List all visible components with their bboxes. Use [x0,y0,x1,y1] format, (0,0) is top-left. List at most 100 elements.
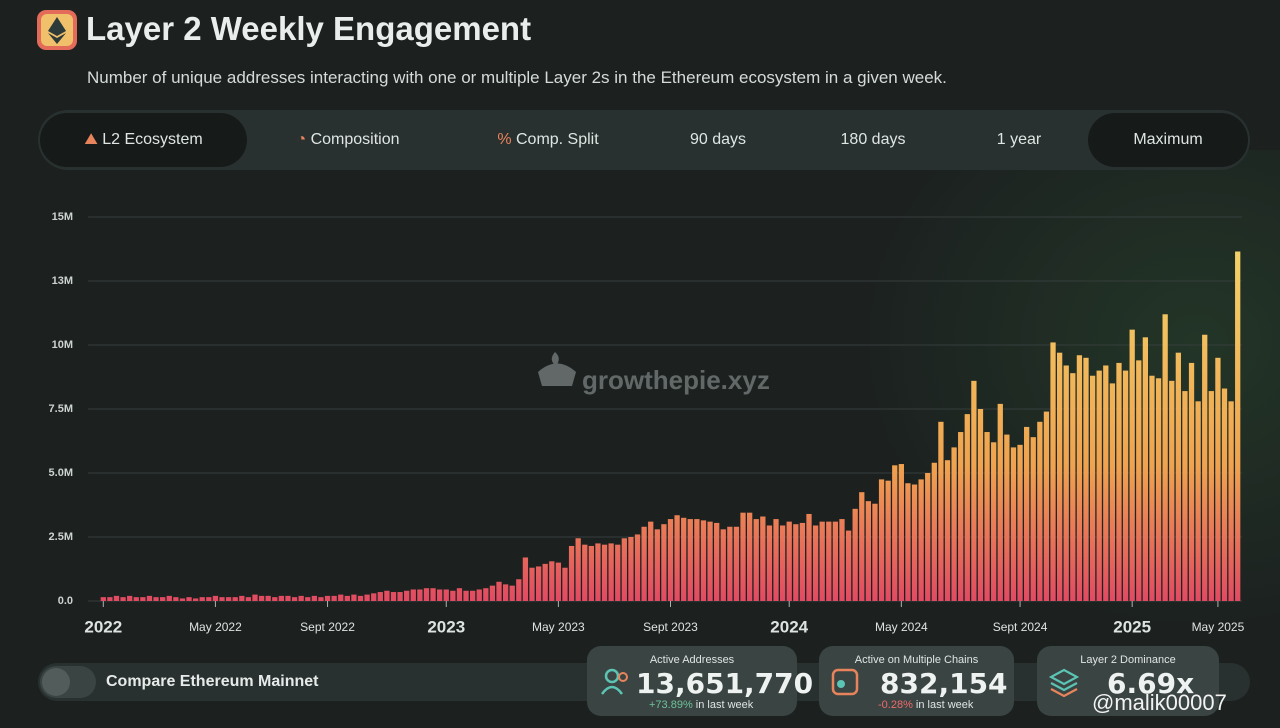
bar [1235,251,1241,601]
bar [661,524,667,601]
tab[interactable]: 180 days [840,131,906,148]
icon [1049,668,1079,698]
y-tick-label: 0.0 [58,595,73,607]
bar [786,521,792,601]
bar [351,594,357,601]
toggle-label: Compare Ethereum Mainnet [106,673,319,690]
bar [258,595,265,601]
bar [714,522,720,601]
stat-value: 832,154 [880,667,1008,700]
bar [892,465,898,601]
bar [179,598,186,601]
tab[interactable]: ◔ Composition [296,131,400,148]
bar [113,595,120,601]
bar [1228,401,1234,601]
bar [318,597,324,601]
bar [1175,352,1181,601]
bar [1103,365,1109,601]
bar [100,597,106,601]
bar [832,521,839,601]
bar [140,597,146,601]
bar [885,480,891,601]
bar [793,524,799,601]
bar [997,403,1003,601]
bar [984,432,990,601]
bar [720,529,726,601]
bar [918,479,924,601]
bar [634,534,641,601]
bar [443,589,449,601]
bar [1221,388,1228,601]
stat-note: in last week [695,699,754,711]
bar [160,597,166,601]
bar [595,543,601,601]
x-tick-label: May 2025 [1192,620,1245,634]
y-tick-label: 13M [52,275,73,287]
bar [1043,411,1050,601]
bar [324,595,331,601]
stat-value: 13,651,770 [636,667,814,700]
bar [1089,375,1096,601]
bar [107,597,113,601]
bar [127,595,133,601]
bar [166,595,172,601]
bar [707,521,713,601]
bar [1142,337,1149,601]
bar [529,567,535,601]
bar [812,525,819,601]
bar [384,590,390,601]
subtitle: Number of unique addresses interacting w… [87,68,947,87]
x-tick-label: 2023 [427,617,465,636]
bar [621,538,627,601]
bar [219,597,225,601]
bar [212,595,219,601]
bar [852,508,858,601]
bar [430,588,436,601]
bar [509,585,515,601]
bar [1010,447,1017,601]
user-watermark: @malik00007 [1092,690,1227,715]
bar [687,519,693,601]
bar [905,483,911,601]
chart: 0.0 2.5M 5.0M 7.5M 10M 13M 15M 2022 May 2022 Sept… [49,211,1245,637]
bar [826,521,832,601]
x-tick-label: May 2024 [875,620,928,634]
bar [1169,380,1175,601]
stat-card: Active on Multiple Chains 832,154 -0.28%… [819,646,1014,716]
bar [991,442,997,601]
icon [831,668,859,696]
bar [516,579,522,601]
bar [773,519,779,601]
x-tick-label: 2022 [84,617,122,636]
tab[interactable]: % Comp. Split [497,131,599,148]
bar [542,563,548,601]
bar [760,516,766,601]
bar [766,525,773,601]
bar [779,525,786,601]
bar [925,473,931,601]
bar [502,584,509,601]
bar [483,588,489,601]
bar [1122,370,1129,601]
bar [1096,370,1102,601]
bar [971,380,977,601]
bar [1050,342,1056,601]
tab[interactable]: 1 year [996,131,1042,148]
bar [206,597,212,601]
bar [648,521,654,601]
tab[interactable]: 90 days [689,131,747,148]
bar [958,432,964,601]
tab[interactable]: Maximum [1088,113,1248,167]
bar [225,597,232,601]
x-tick-label: 2024 [770,617,808,636]
bar [456,588,463,601]
y-tick-label: 5.0M [49,467,73,479]
tab[interactable]: ⛰ L2 Ecosystem [40,113,247,167]
bar [938,421,944,601]
bar [1063,365,1069,601]
bar [799,522,806,601]
bar [186,597,192,601]
bar [845,530,852,601]
bar [753,519,759,601]
bar [588,545,594,601]
